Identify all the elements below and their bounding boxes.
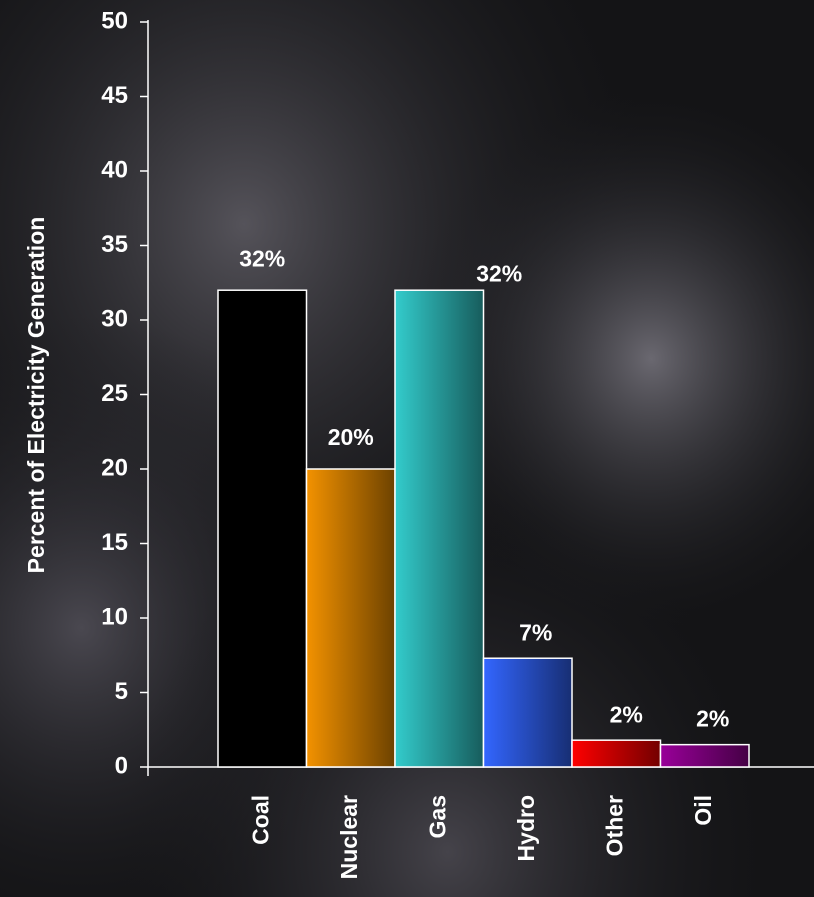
value-label: 2% (696, 706, 729, 732)
y-tick-label: 10 (101, 603, 128, 630)
x-tick-label: Coal (247, 795, 273, 845)
bar (305, 468, 396, 768)
y-tick-label: 0 (115, 752, 128, 779)
y-tick-label: 5 (115, 678, 128, 705)
bar (394, 289, 485, 768)
y-tick-label: 30 (101, 305, 128, 332)
bar (217, 289, 308, 768)
x-tick-label: Nuclear (336, 795, 362, 879)
y-axis-label: Percent of Electricity Generation (23, 217, 49, 574)
y-tick-label: 15 (101, 529, 128, 556)
bar (571, 739, 662, 768)
value-label: 20% (328, 424, 374, 450)
x-tick-label: Other (601, 795, 627, 856)
value-label: 32% (476, 260, 522, 286)
bar (659, 743, 750, 768)
y-tick-label: 40 (101, 156, 128, 183)
value-label: 32% (239, 245, 285, 271)
x-tick-label: Hydro (513, 795, 539, 861)
y-tick-label: 45 (101, 82, 128, 109)
value-label: 7% (519, 619, 552, 645)
x-tick-label: Oil (690, 795, 716, 826)
bar (482, 657, 573, 768)
y-tick-label: 35 (101, 231, 128, 258)
value-label: 2% (610, 701, 643, 727)
y-tick-label: 50 (101, 7, 128, 34)
y-tick-label: 25 (101, 380, 128, 407)
y-tick-label: 20 (101, 454, 128, 481)
x-tick-label: Gas (424, 795, 450, 838)
